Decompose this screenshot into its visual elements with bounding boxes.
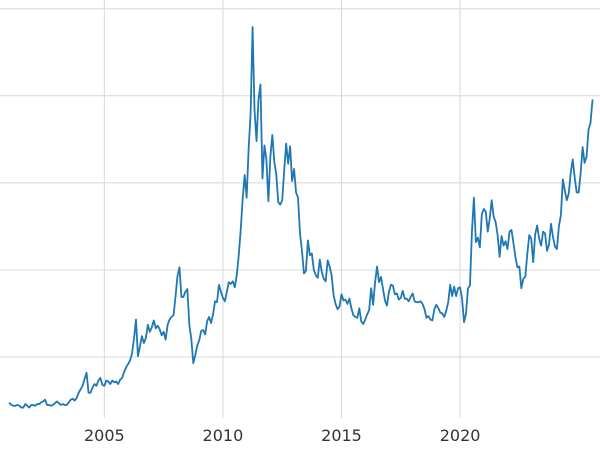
x-tick-label-2015: 2015	[321, 426, 362, 445]
x-tick-label-2010: 2010	[203, 426, 244, 445]
series-line	[8, 26, 594, 409]
gridlines	[0, 0, 600, 418]
x-tick-label-2005: 2005	[84, 426, 125, 445]
x-tick-label-2020: 2020	[440, 426, 481, 445]
x-axis-tick-labels: 2005 2010 2015 2020	[84, 426, 480, 445]
